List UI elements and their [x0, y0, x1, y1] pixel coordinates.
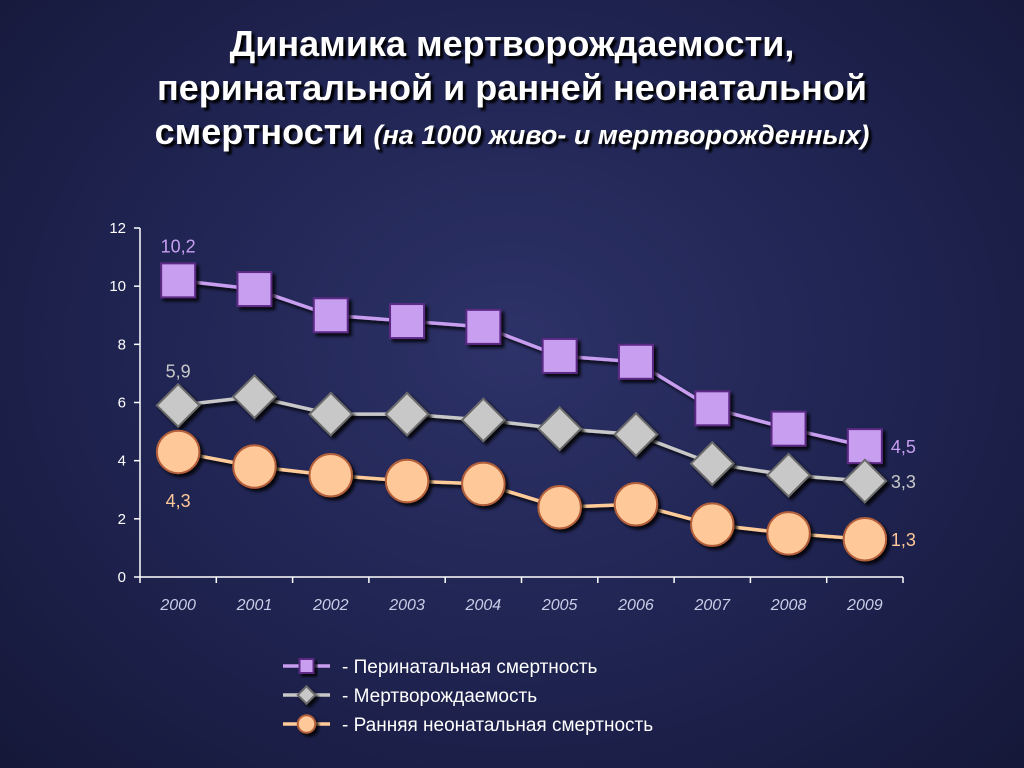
data-point-perinatal [389, 303, 426, 340]
x-tick-label: 2007 [693, 597, 731, 614]
x-tick-label: 2003 [388, 597, 425, 614]
data-point-stillbirth [460, 397, 507, 443]
title-line-3: смертности (на 1000 живо- и мертворожден… [0, 110, 1024, 157]
data-point-neonatal [461, 461, 506, 507]
data-point-perinatal [541, 337, 578, 374]
data-point-stillbirth [842, 458, 888, 504]
data-point-stillbirth [613, 411, 659, 458]
legend-label-neonatal: - Ранняя неонатальная смертность [342, 715, 653, 736]
data-point-perinatal [160, 262, 197, 299]
data-point-perinatal [465, 308, 502, 345]
data-point-stillbirth [155, 382, 201, 429]
chart-title: Динамика мертворождаемости, перинатально… [0, 22, 1024, 157]
data-label-neonatal: 1,3 [891, 530, 916, 550]
series-stillbirth: 5,9 3,3 [155, 361, 916, 504]
x-tick-label: 2002 [312, 597, 349, 614]
data-label-stillbirth: 5,9 [166, 361, 191, 381]
data-label-stillbirth: 3,3 [891, 472, 916, 492]
y-tick-label: 12 [109, 220, 126, 237]
data-point-neonatal [537, 484, 582, 530]
legend-label-perinatal: - Перинатальная смертность [342, 657, 598, 678]
x-tick-label: 2008 [770, 597, 807, 614]
series-line-neonatal [177, 450, 865, 541]
data-point-neonatal [766, 511, 811, 556]
y-tick-label: 6 [118, 395, 126, 412]
data-point-perinatal [236, 271, 273, 308]
series-perinatal: 10,2 4,5 [160, 236, 916, 465]
x-tick-label: 2009 [846, 597, 883, 614]
data-point-neonatal [308, 452, 353, 498]
legend-marker-neonatal [296, 714, 317, 734]
y-tick-label: 8 [118, 336, 126, 353]
series-line-perinatal [177, 278, 866, 448]
data-point-neonatal [690, 502, 735, 547]
series-neonatal: 4,3 1,3 [155, 429, 916, 562]
data-point-stillbirth [308, 391, 354, 437]
data-point-stillbirth [689, 440, 735, 487]
data-point-perinatal [312, 297, 349, 334]
data-point-neonatal [384, 458, 430, 504]
data-point-perinatal [617, 343, 654, 380]
data-label-perinatal: 10,2 [161, 236, 196, 256]
data-point-neonatal [232, 444, 277, 489]
data-point-stillbirth [765, 452, 812, 498]
y-tick-label: 10 [109, 278, 126, 295]
legend-marker-stillbirth [296, 684, 317, 706]
title-subtitle: (на 1000 живо- и мертворожденных) [373, 120, 870, 150]
legend: - Перинатальная смертность - Мертворождае… [283, 657, 653, 736]
title-line-3-main: смертности [154, 111, 364, 152]
series-line-stillbirth [177, 394, 865, 483]
data-point-neonatal [842, 516, 888, 562]
legend-marker-perinatal [298, 658, 315, 674]
legend-label-stillbirth: - Мертворождаемость [342, 686, 537, 707]
data-point-stillbirth [536, 406, 583, 452]
y-tick-label: 4 [118, 453, 126, 470]
data-label-perinatal: 4,5 [891, 437, 916, 457]
title-line-1: Динамика мертворождаемости, [229, 23, 795, 64]
data-point-perinatal [770, 410, 807, 447]
y-tick-label: 0 [118, 569, 126, 586]
data-point-perinatal [846, 428, 883, 465]
title-line-2: перинатальной и ранней неонатальной [157, 67, 867, 108]
data-point-perinatal [694, 390, 731, 427]
x-tick-label: 2000 [159, 597, 196, 614]
data-label-neonatal: 4,3 [166, 491, 191, 511]
x-tick-label: 2005 [541, 597, 578, 614]
x-tick-label: 2006 [617, 597, 654, 614]
y-tick-label: 2 [118, 511, 126, 528]
x-tick-label: 2001 [236, 597, 273, 614]
data-point-stillbirth [384, 391, 430, 437]
x-tick-label: 2004 [465, 597, 502, 614]
data-point-neonatal [613, 482, 659, 527]
data-point-stillbirth [231, 374, 278, 420]
data-point-neonatal [155, 429, 201, 475]
